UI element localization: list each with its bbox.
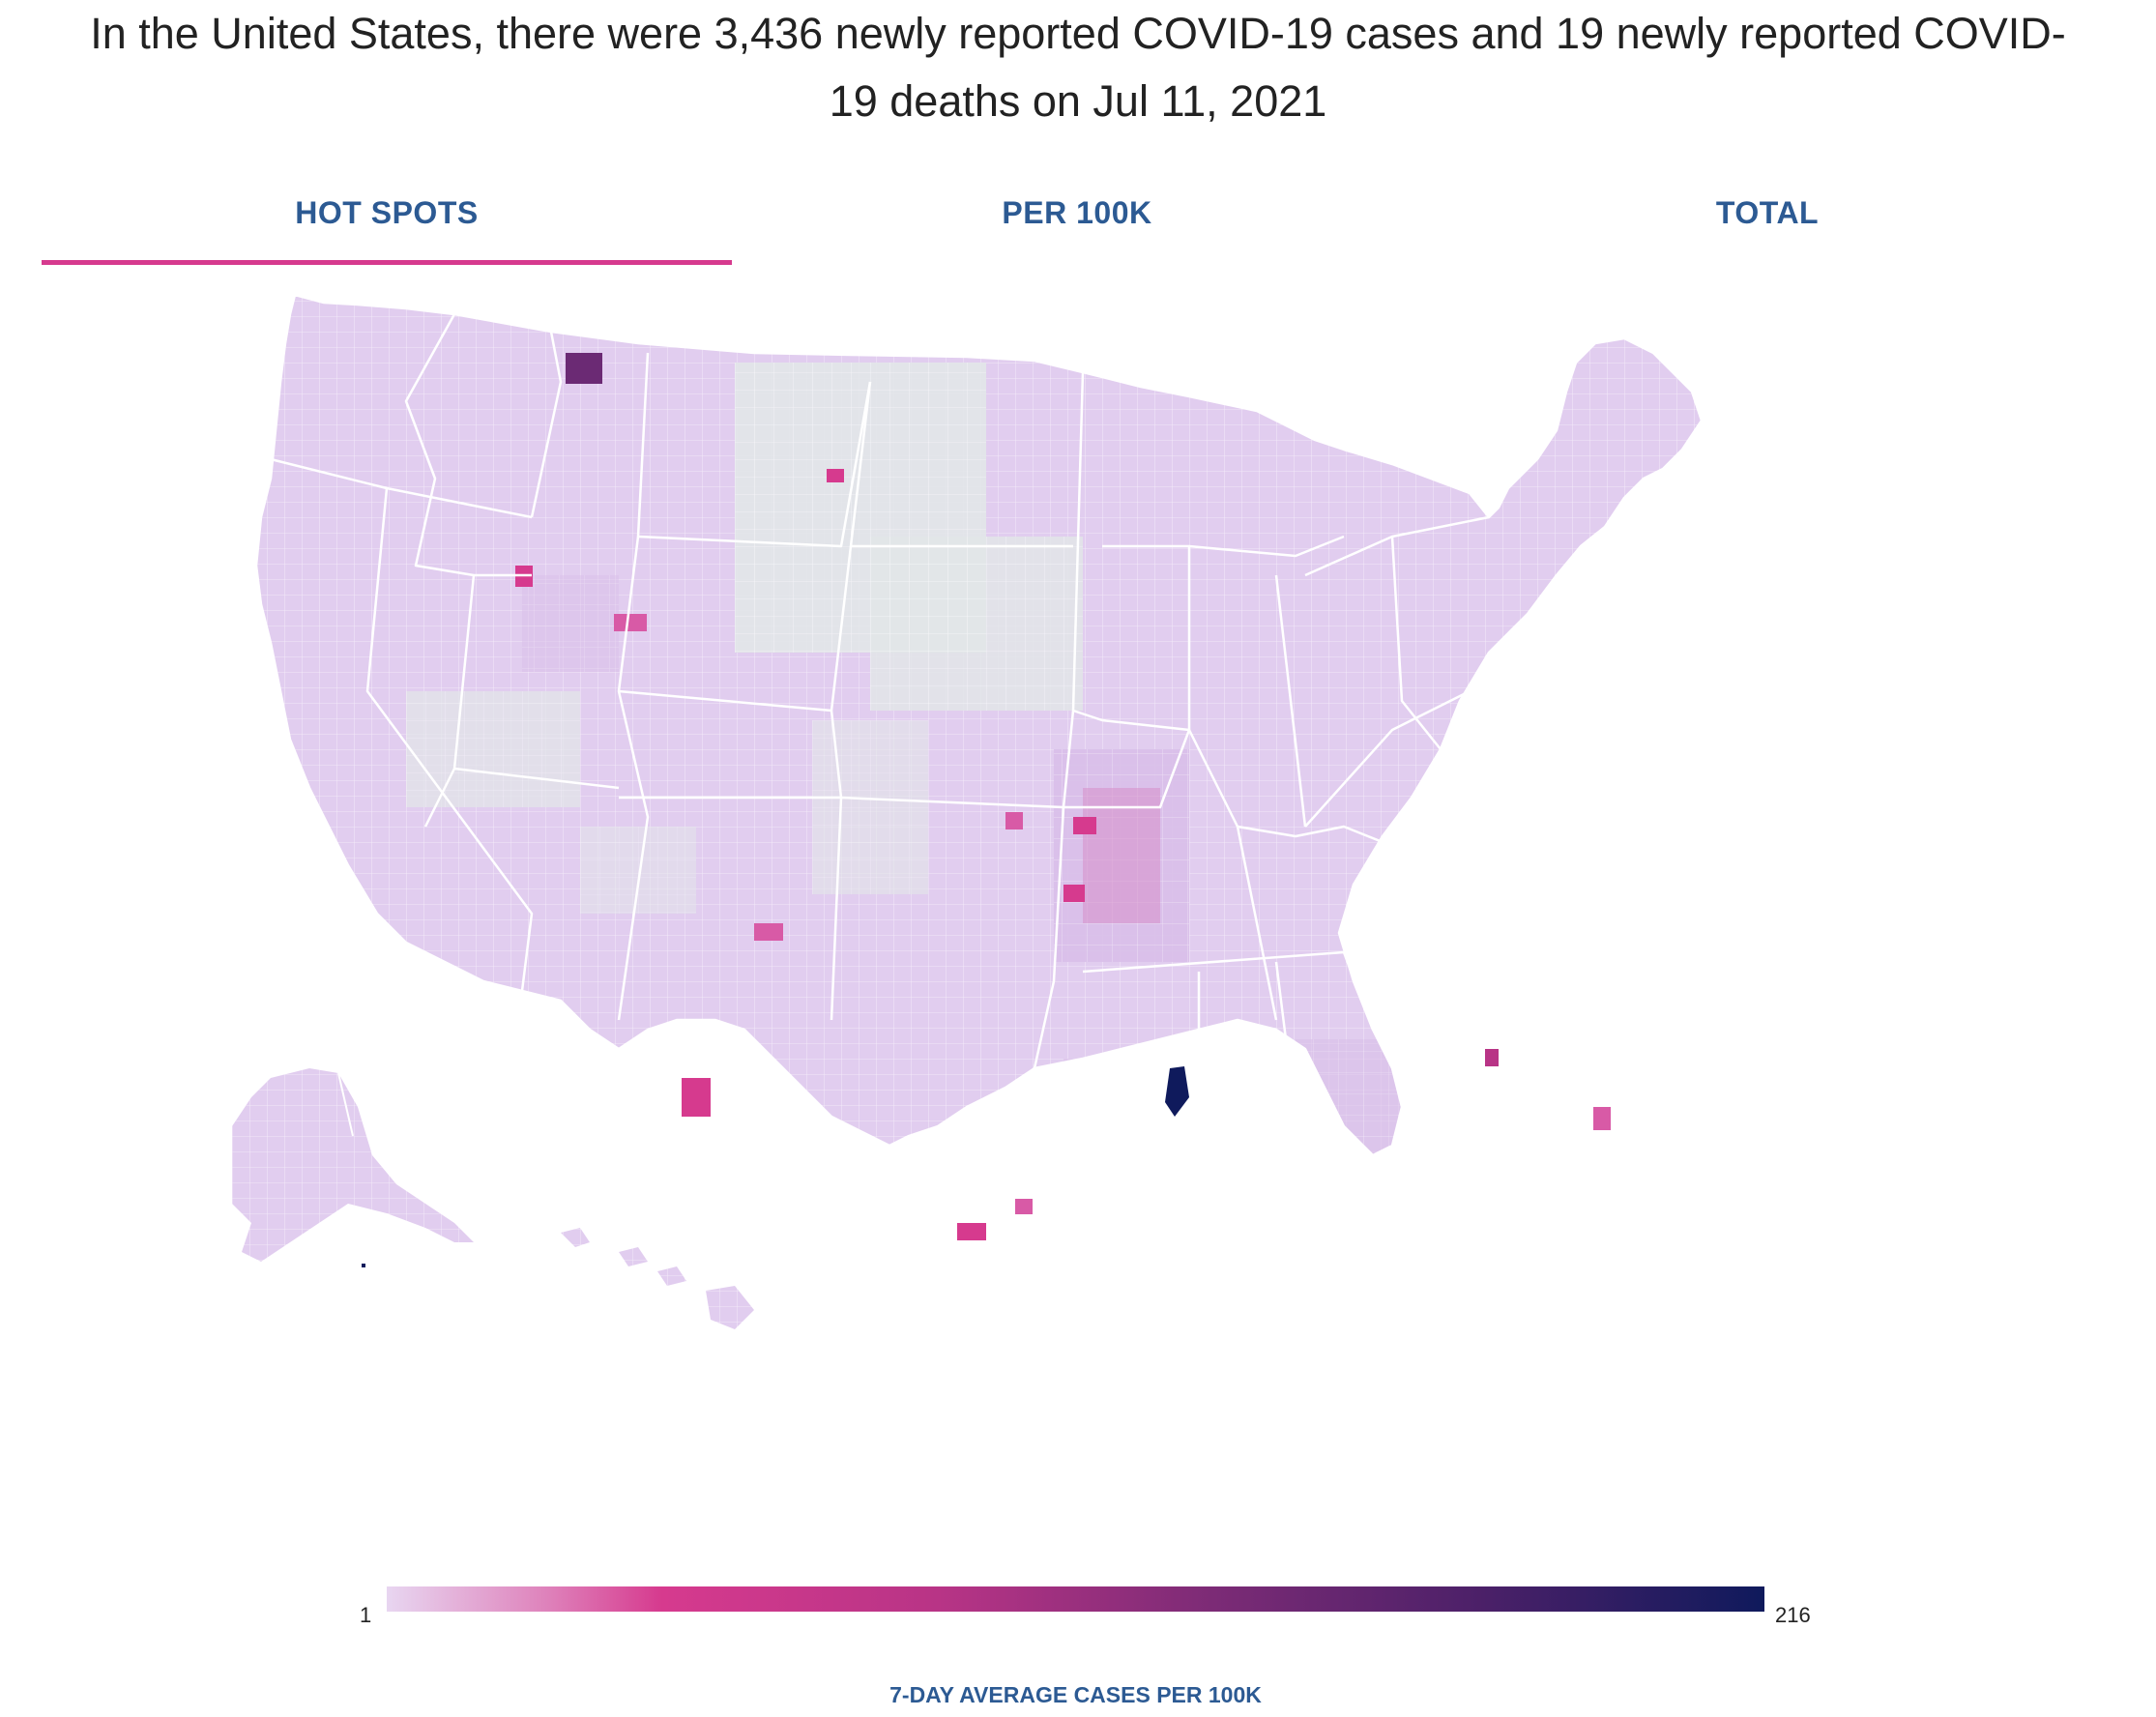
legend-color-scale [387,1586,1764,1612]
hot-spot-county[interactable] [1073,817,1096,834]
us-county-map[interactable] [232,285,1934,1349]
tab-per-100k[interactable]: PER 100K [1002,195,1152,230]
state-borders [254,293,1704,1157]
hot-spot-county[interactable] [566,353,602,384]
hot-spot-county[interactable] [754,923,783,941]
active-tab-indicator [42,260,732,265]
alaska-hawaii-borders [337,1072,354,1137]
tab-total[interactable]: TOTAL [1715,195,1820,230]
tab-bar: HOT SPOTS PER 100K TOTAL [42,179,2113,266]
legend-min-label: 1 [360,1603,372,1627]
legend-max-label: 216 [1775,1603,1811,1627]
hot-spot-county[interactable] [1015,1199,1033,1214]
tab-hot-spots[interactable]: HOT SPOTS [295,195,479,230]
hot-spot-county[interactable] [1063,885,1085,902]
hot-spot-county[interactable] [1485,1049,1499,1066]
hot-spot-county[interactable] [362,1264,365,1267]
hot-spot-county[interactable] [957,1223,986,1240]
hot-spot-county[interactable] [1593,1107,1611,1130]
hot-spot-county[interactable] [1165,1066,1189,1117]
hot-spot-county[interactable] [614,614,647,631]
headline: In the United States, there were 3,436 n… [90,9,2066,126]
hot-spot-counties [362,353,1611,1267]
hot-spot-county[interactable] [682,1078,711,1117]
hot-spot-county[interactable] [827,469,844,482]
hot-spot-county[interactable] [1005,812,1023,829]
legend-title: 7-DAY AVERAGE CASES PER 100K [889,1682,1262,1707]
